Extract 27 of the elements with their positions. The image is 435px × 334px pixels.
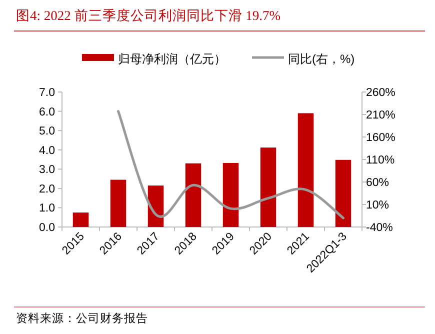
y2-tick-label: 60% <box>366 177 390 189</box>
bar <box>260 148 276 227</box>
y-tick-label: 6.0 <box>39 106 55 118</box>
y-tick-label: 4.0 <box>39 144 55 157</box>
bar <box>335 160 352 227</box>
y-tick-label: 7.0 <box>39 87 55 99</box>
bar <box>110 180 126 227</box>
y2-tick-label: 210% <box>366 110 396 122</box>
chart-title: 图4: 2022 前三季度公司利润同比下滑 19.7% <box>16 8 280 23</box>
bar <box>222 162 239 227</box>
bar <box>72 212 89 227</box>
y-tick-label: 5.0 <box>39 126 55 138</box>
y2-tick-label: 260% <box>366 87 396 99</box>
bar <box>185 163 202 227</box>
y2-tick-label: 10% <box>366 200 390 212</box>
y-tick-label: 0.0 <box>39 222 55 234</box>
y2-tick-label: -40% <box>366 222 393 234</box>
y2-tick-label: 160% <box>366 132 396 144</box>
bar <box>298 113 314 227</box>
y-tick-label: 1.0 <box>39 202 55 215</box>
legend-label: 同比(右，%) <box>288 52 355 66</box>
line-series <box>117 110 344 220</box>
y-tick-label: 3.0 <box>39 164 55 176</box>
text: 资料来源：公司财务报告 <box>16 312 148 325</box>
legend-label: 归母净利润（亿元） <box>118 52 226 66</box>
y2-tick-label: 110% <box>366 154 395 166</box>
y-tick-label: 2.0 <box>39 183 55 196</box>
